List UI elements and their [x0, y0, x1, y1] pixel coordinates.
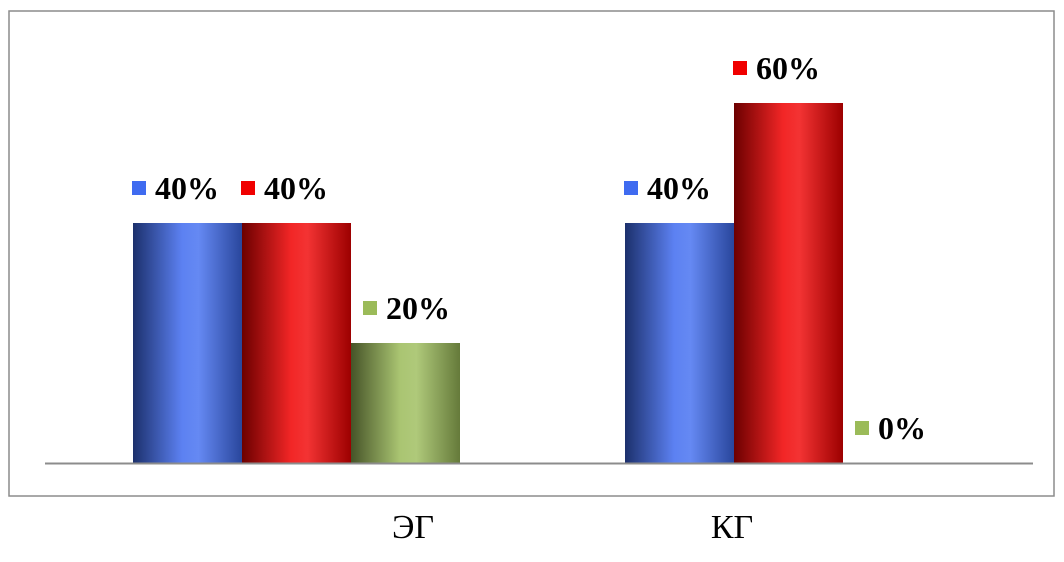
bar-eg-series-3 [351, 343, 460, 463]
data-label-marker [855, 421, 869, 435]
x-axis-categories: ЭГ КГ [392, 509, 753, 546]
data-label: 20% [386, 290, 450, 326]
data-label-marker [624, 181, 638, 195]
data-label-marker [363, 301, 377, 315]
data-label: 40% [264, 170, 328, 206]
data-label: 40% [647, 170, 711, 206]
x-axis-category-label: ЭГ [392, 509, 434, 546]
data-label-marker [132, 181, 146, 195]
bar-eg-series-1 [133, 223, 242, 463]
bar-kg-series-1 [625, 223, 734, 463]
data-label-marker [733, 61, 747, 75]
bar-kg-series-2 [734, 103, 843, 463]
data-label: 60% [756, 50, 820, 86]
data-label: 0% [878, 410, 926, 446]
data-label-marker [241, 181, 255, 195]
bar-eg-series-2 [242, 223, 351, 463]
x-axis-category-label: КГ [711, 509, 753, 546]
bars-layer [133, 103, 843, 463]
data-label: 40% [155, 170, 219, 206]
labels-layer: 40% 40% 20% 40% 60% 0% [132, 50, 926, 446]
